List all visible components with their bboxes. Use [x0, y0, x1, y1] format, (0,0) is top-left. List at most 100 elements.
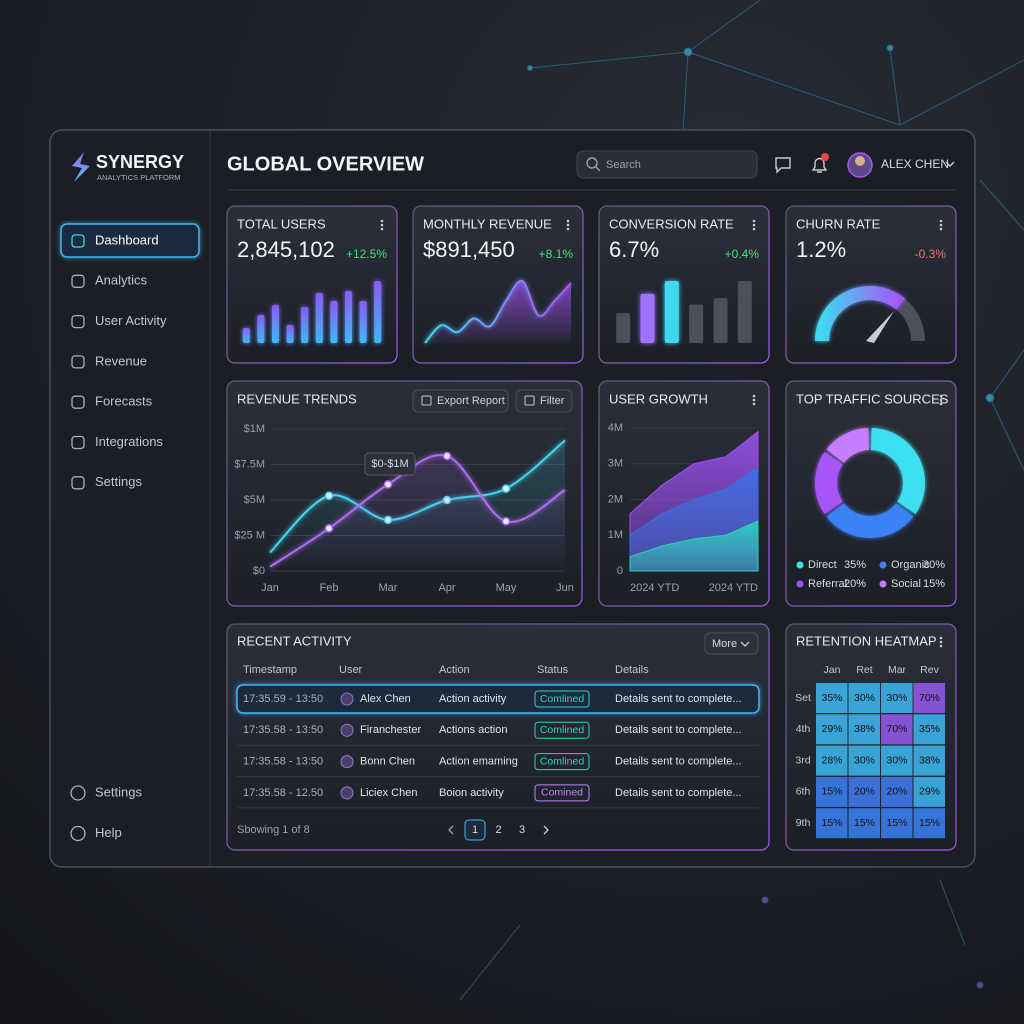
kpi-change: -0.3% [915, 247, 947, 261]
more-menu-icon[interactable] [566, 223, 570, 227]
more-menu-icon[interactable] [380, 227, 384, 231]
user-avatar [340, 723, 354, 737]
kpi-title: CHURN RATE [796, 216, 881, 231]
more-menu-icon[interactable] [939, 644, 943, 648]
toolbar-button-label[interactable]: Export Report [437, 395, 505, 407]
kpi-title: MONTHLY REVENUE [423, 216, 552, 231]
nav-item[interactable]: Revenue [95, 353, 147, 368]
more-menu-icon[interactable] [939, 402, 943, 406]
next-page[interactable] [543, 825, 549, 835]
nav-icon[interactable] [71, 395, 85, 409]
toolbar-button[interactable] [412, 389, 509, 413]
data-point [501, 517, 511, 526]
prev-page[interactable] [448, 825, 454, 835]
row-highlight[interactable] [236, 684, 760, 714]
legend-swatch [796, 580, 804, 588]
heatmap-cell-label: 15% [821, 786, 842, 798]
more-menu-icon[interactable] [939, 398, 943, 402]
more-menu-icon[interactable] [380, 219, 384, 223]
more-menu-icon[interactable] [939, 219, 943, 223]
user-avatar [340, 755, 354, 769]
nav-icon[interactable] [71, 435, 85, 450]
messages-icon[interactable] [775, 157, 791, 174]
y-tick-label: $0 [253, 565, 265, 577]
more-button[interactable] [704, 632, 759, 655]
spark-bar [345, 291, 352, 343]
x-tick-label: May [496, 582, 517, 594]
nav-active-highlight [60, 223, 200, 258]
more-menu-icon[interactable] [939, 640, 943, 644]
legend-label: Social [891, 578, 921, 590]
more-menu-icon[interactable] [752, 223, 756, 227]
page-number[interactable]: 2 [495, 824, 501, 836]
heatmap-cell [816, 745, 848, 776]
nav-icon[interactable] [71, 314, 85, 329]
legend-value: 35% [844, 559, 866, 571]
nav-icon[interactable] [71, 355, 85, 369]
heatmap-cell [913, 745, 945, 776]
table-cell: Details sent to complete... [615, 787, 742, 799]
more-menu-icon[interactable] [380, 223, 384, 227]
more-menu-icon[interactable] [939, 223, 943, 227]
spark-bar [713, 298, 728, 343]
search-icon [595, 166, 601, 172]
y-tick-label: $7.5M [234, 458, 265, 470]
tooltip [364, 452, 416, 476]
nav-item[interactable]: User Activity [95, 313, 167, 328]
heatmap-cell [848, 714, 880, 745]
more-button-label[interactable]: More [712, 638, 737, 650]
nav-item[interactable]: Help [95, 825, 122, 840]
page-number[interactable]: 1 [472, 824, 478, 836]
nav-icon[interactable] [71, 476, 85, 490]
data-point [501, 484, 511, 493]
more-menu-icon[interactable] [939, 394, 943, 398]
more-menu-icon[interactable] [752, 402, 756, 406]
toolbar-button-label[interactable]: Filter [540, 395, 565, 407]
dropdown-caret [740, 641, 750, 647]
y-tick-label: 3M [608, 458, 623, 470]
nav-icon[interactable] [70, 785, 86, 801]
nav-icon[interactable] [71, 234, 85, 248]
page-number[interactable]: 3 [519, 824, 525, 836]
nav-item[interactable]: Integrations [95, 434, 163, 449]
spark-bar [374, 281, 382, 343]
nav-item[interactable]: Settings [95, 784, 142, 799]
donut-segment [815, 452, 843, 514]
kpi-value: 1.2% [796, 237, 846, 262]
notifications-icon[interactable] [811, 157, 828, 173]
nav-item[interactable]: Forecasts [95, 394, 153, 409]
current-page-box [464, 819, 486, 841]
spark-bar [301, 307, 309, 343]
kpi-title: TOTAL USERS [237, 216, 326, 231]
nav-icon[interactable] [71, 274, 85, 288]
search-box[interactable] [576, 150, 758, 179]
more-menu-icon[interactable] [752, 227, 756, 231]
card-title: REVENUE TRENDS [237, 391, 357, 406]
more-menu-icon[interactable] [939, 636, 943, 640]
heatmap-cell [881, 776, 913, 807]
heatmap-cell-label: 15% [854, 817, 875, 829]
card-title: RECENT ACTIVITY [237, 633, 352, 648]
heatmap-cell-label: 29% [919, 786, 940, 798]
nav-item[interactable]: Analytics [95, 273, 148, 288]
page-title: GLOBAL OVERVIEW [227, 153, 424, 175]
more-menu-icon[interactable] [752, 219, 756, 223]
heatmap-cell-label: 38% [919, 754, 940, 766]
heatmap-cell-label: 20% [886, 786, 907, 798]
more-menu-icon[interactable] [752, 394, 756, 398]
kpi-value: 2,845,102 [237, 237, 335, 262]
column-label: Rev [920, 664, 939, 676]
column-header: Status [537, 664, 569, 676]
heatmap-cell [881, 714, 913, 745]
more-menu-icon[interactable] [566, 227, 570, 231]
more-menu-icon[interactable] [566, 219, 570, 223]
nav-icon[interactable] [70, 825, 86, 842]
more-menu-icon[interactable] [752, 398, 756, 402]
nav-item[interactable]: Settings [95, 474, 142, 489]
table-cell: Actions action [439, 724, 507, 736]
more-menu-icon[interactable] [939, 227, 943, 231]
heatmap-cell-label: 15% [919, 817, 940, 829]
user-menu-caret[interactable] [945, 161, 955, 167]
nav-item[interactable]: Dashboard [95, 232, 159, 247]
user-name[interactable]: ALEX CHEN [881, 157, 949, 171]
